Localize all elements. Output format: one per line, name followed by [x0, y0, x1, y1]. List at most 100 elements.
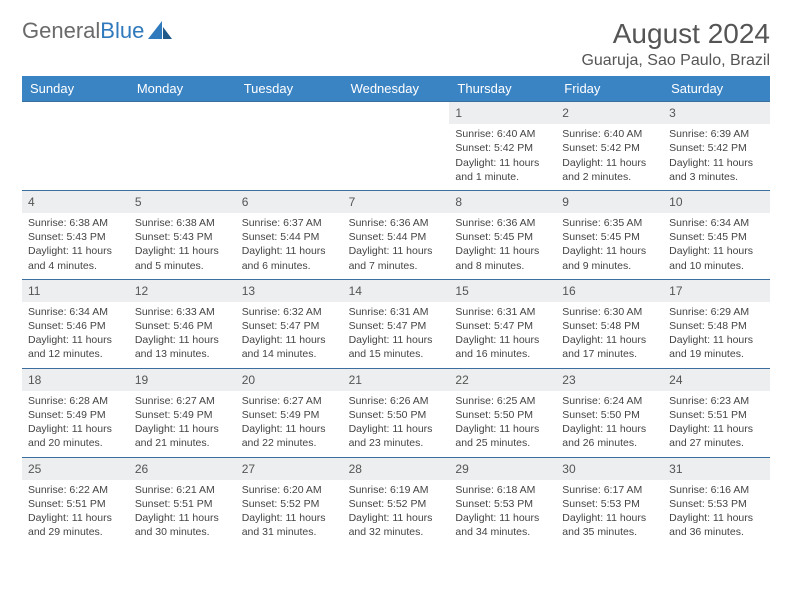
calendar-cell: 7Sunrise: 6:36 AMSunset: 5:44 PMDaylight…: [343, 190, 450, 279]
day-number: 17: [663, 280, 770, 302]
day-number: 31: [663, 458, 770, 480]
day-details: Sunrise: 6:40 AMSunset: 5:42 PMDaylight:…: [556, 124, 663, 190]
day-details: Sunrise: 6:28 AMSunset: 5:49 PMDaylight:…: [22, 391, 129, 457]
calendar-cell: 18Sunrise: 6:28 AMSunset: 5:49 PMDayligh…: [22, 368, 129, 457]
header: GeneralBlue August 2024 Guaruja, Sao Pau…: [22, 18, 770, 70]
calendar-cell: 25Sunrise: 6:22 AMSunset: 5:51 PMDayligh…: [22, 457, 129, 546]
day-number: 27: [236, 458, 343, 480]
day-number: 9: [556, 191, 663, 213]
calendar-cell-empty: [22, 101, 129, 190]
day-details: Sunrise: 6:24 AMSunset: 5:50 PMDaylight:…: [556, 391, 663, 457]
calendar-cell-empty: [129, 101, 236, 190]
day-number: 11: [22, 280, 129, 302]
day-number: 21: [343, 369, 450, 391]
calendar-cell: 5Sunrise: 6:38 AMSunset: 5:43 PMDaylight…: [129, 190, 236, 279]
day-number: 13: [236, 280, 343, 302]
day-number: 19: [129, 369, 236, 391]
logo-text-2: Blue: [100, 18, 144, 44]
calendar-cell: 28Sunrise: 6:19 AMSunset: 5:52 PMDayligh…: [343, 457, 450, 546]
logo: GeneralBlue: [22, 18, 174, 44]
day-number: 24: [663, 369, 770, 391]
calendar-cell: 8Sunrise: 6:36 AMSunset: 5:45 PMDaylight…: [449, 190, 556, 279]
day-number: 23: [556, 369, 663, 391]
day-details: Sunrise: 6:21 AMSunset: 5:51 PMDaylight:…: [129, 480, 236, 546]
calendar-cell: 3Sunrise: 6:39 AMSunset: 5:42 PMDaylight…: [663, 101, 770, 190]
day-details: Sunrise: 6:31 AMSunset: 5:47 PMDaylight:…: [343, 302, 450, 368]
calendar-cell: 24Sunrise: 6:23 AMSunset: 5:51 PMDayligh…: [663, 368, 770, 457]
day-details: Sunrise: 6:25 AMSunset: 5:50 PMDaylight:…: [449, 391, 556, 457]
day-number: 12: [129, 280, 236, 302]
day-details: Sunrise: 6:16 AMSunset: 5:53 PMDaylight:…: [663, 480, 770, 546]
day-number: 10: [663, 191, 770, 213]
day-details: Sunrise: 6:18 AMSunset: 5:53 PMDaylight:…: [449, 480, 556, 546]
calendar-cell: 26Sunrise: 6:21 AMSunset: 5:51 PMDayligh…: [129, 457, 236, 546]
day-number: 14: [343, 280, 450, 302]
calendar-cell: 12Sunrise: 6:33 AMSunset: 5:46 PMDayligh…: [129, 279, 236, 368]
weekday-header: Friday: [556, 76, 663, 101]
day-number: 2: [556, 102, 663, 124]
day-details: Sunrise: 6:38 AMSunset: 5:43 PMDaylight:…: [129, 213, 236, 279]
day-number: 30: [556, 458, 663, 480]
calendar-cell: 2Sunrise: 6:40 AMSunset: 5:42 PMDaylight…: [556, 101, 663, 190]
day-details: Sunrise: 6:30 AMSunset: 5:48 PMDaylight:…: [556, 302, 663, 368]
day-details: Sunrise: 6:38 AMSunset: 5:43 PMDaylight:…: [22, 213, 129, 279]
day-details: Sunrise: 6:27 AMSunset: 5:49 PMDaylight:…: [129, 391, 236, 457]
calendar-cell-empty: [343, 101, 450, 190]
calendar-cell: 30Sunrise: 6:17 AMSunset: 5:53 PMDayligh…: [556, 457, 663, 546]
calendar-cell: 21Sunrise: 6:26 AMSunset: 5:50 PMDayligh…: [343, 368, 450, 457]
day-details: Sunrise: 6:26 AMSunset: 5:50 PMDaylight:…: [343, 391, 450, 457]
day-number: 22: [449, 369, 556, 391]
day-number: 3: [663, 102, 770, 124]
day-details: Sunrise: 6:19 AMSunset: 5:52 PMDaylight:…: [343, 480, 450, 546]
month-title: August 2024: [581, 18, 770, 50]
day-details: Sunrise: 6:36 AMSunset: 5:44 PMDaylight:…: [343, 213, 450, 279]
calendar-cell-empty: [236, 101, 343, 190]
day-details: Sunrise: 6:35 AMSunset: 5:45 PMDaylight:…: [556, 213, 663, 279]
weekday-header: Tuesday: [236, 76, 343, 101]
logo-text-1: General: [22, 18, 100, 44]
day-number: 16: [556, 280, 663, 302]
day-number: 20: [236, 369, 343, 391]
day-details: Sunrise: 6:36 AMSunset: 5:45 PMDaylight:…: [449, 213, 556, 279]
day-details: Sunrise: 6:40 AMSunset: 5:42 PMDaylight:…: [449, 124, 556, 190]
day-details: Sunrise: 6:17 AMSunset: 5:53 PMDaylight:…: [556, 480, 663, 546]
calendar-body: 1Sunrise: 6:40 AMSunset: 5:42 PMDaylight…: [22, 101, 770, 545]
day-number: 5: [129, 191, 236, 213]
weekday-header: Thursday: [449, 76, 556, 101]
calendar-cell: 16Sunrise: 6:30 AMSunset: 5:48 PMDayligh…: [556, 279, 663, 368]
day-number: 8: [449, 191, 556, 213]
day-number: 18: [22, 369, 129, 391]
day-details: Sunrise: 6:23 AMSunset: 5:51 PMDaylight:…: [663, 391, 770, 457]
day-number: 1: [449, 102, 556, 124]
day-number: 26: [129, 458, 236, 480]
day-number: 15: [449, 280, 556, 302]
calendar-cell: 23Sunrise: 6:24 AMSunset: 5:50 PMDayligh…: [556, 368, 663, 457]
calendar-cell: 20Sunrise: 6:27 AMSunset: 5:49 PMDayligh…: [236, 368, 343, 457]
calendar-cell: 15Sunrise: 6:31 AMSunset: 5:47 PMDayligh…: [449, 279, 556, 368]
day-number: 25: [22, 458, 129, 480]
weekday-header: Wednesday: [343, 76, 450, 101]
day-details: Sunrise: 6:34 AMSunset: 5:46 PMDaylight:…: [22, 302, 129, 368]
day-details: Sunrise: 6:32 AMSunset: 5:47 PMDaylight:…: [236, 302, 343, 368]
weekday-header: Saturday: [663, 76, 770, 101]
day-details: Sunrise: 6:33 AMSunset: 5:46 PMDaylight:…: [129, 302, 236, 368]
calendar-cell: 29Sunrise: 6:18 AMSunset: 5:53 PMDayligh…: [449, 457, 556, 546]
title-block: August 2024 Guaruja, Sao Paulo, Brazil: [581, 18, 770, 70]
location: Guaruja, Sao Paulo, Brazil: [581, 52, 770, 70]
day-details: Sunrise: 6:22 AMSunset: 5:51 PMDaylight:…: [22, 480, 129, 546]
weekday-header: Monday: [129, 76, 236, 101]
calendar-cell: 13Sunrise: 6:32 AMSunset: 5:47 PMDayligh…: [236, 279, 343, 368]
calendar-cell: 22Sunrise: 6:25 AMSunset: 5:50 PMDayligh…: [449, 368, 556, 457]
calendar-cell: 6Sunrise: 6:37 AMSunset: 5:44 PMDaylight…: [236, 190, 343, 279]
day-number: 29: [449, 458, 556, 480]
calendar-header-row: SundayMondayTuesdayWednesdayThursdayFrid…: [22, 76, 770, 101]
day-details: Sunrise: 6:20 AMSunset: 5:52 PMDaylight:…: [236, 480, 343, 546]
calendar-cell: 31Sunrise: 6:16 AMSunset: 5:53 PMDayligh…: [663, 457, 770, 546]
day-number: 28: [343, 458, 450, 480]
calendar-cell: 14Sunrise: 6:31 AMSunset: 5:47 PMDayligh…: [343, 279, 450, 368]
calendar-cell: 10Sunrise: 6:34 AMSunset: 5:45 PMDayligh…: [663, 190, 770, 279]
day-details: Sunrise: 6:37 AMSunset: 5:44 PMDaylight:…: [236, 213, 343, 279]
calendar-cell: 27Sunrise: 6:20 AMSunset: 5:52 PMDayligh…: [236, 457, 343, 546]
weekday-header: Sunday: [22, 76, 129, 101]
day-details: Sunrise: 6:39 AMSunset: 5:42 PMDaylight:…: [663, 124, 770, 190]
